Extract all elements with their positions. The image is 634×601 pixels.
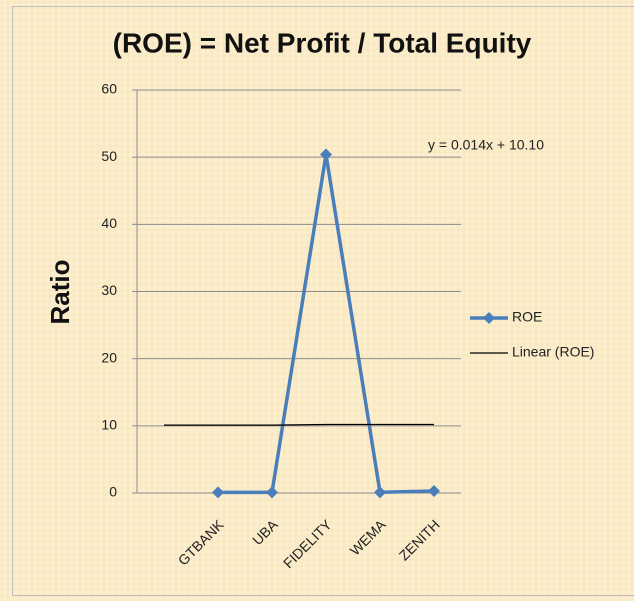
- legend-label: ROE: [512, 309, 542, 325]
- data-point: [320, 148, 332, 161]
- y-axis-label: Ratio: [45, 260, 75, 325]
- y-tick-label: 0: [109, 484, 117, 500]
- chart-title: (ROE) = Net Profit / Total Equity: [113, 27, 532, 58]
- series-line: [164, 423, 434, 426]
- legend-marker: [483, 312, 495, 324]
- data-point: [212, 486, 224, 499]
- y-tick-label: 10: [101, 417, 117, 433]
- y-tick-label: 50: [101, 148, 117, 164]
- y-tick-label: 20: [101, 349, 117, 365]
- y-tick-label: 40: [101, 215, 117, 231]
- trendline-equation: y = 0.014x + 10.10: [428, 137, 544, 153]
- legend-label: Linear (ROE): [512, 344, 594, 360]
- data-point: [428, 484, 440, 497]
- y-tick-label: 30: [101, 282, 117, 298]
- y-tick-label: 60: [101, 81, 117, 97]
- data-point: [266, 486, 278, 499]
- chart-frame: [12, 6, 634, 596]
- data-point: [374, 486, 386, 499]
